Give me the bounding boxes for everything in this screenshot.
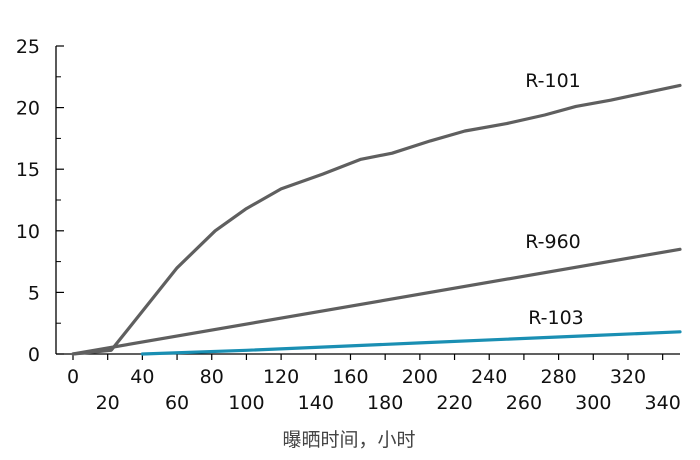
x-axis-title: 曝晒时间，小时 bbox=[282, 429, 415, 451]
series-label-r-960: R-960 bbox=[525, 231, 581, 253]
x-tick-label: 20 bbox=[96, 392, 120, 414]
series-labels: R-101 R-960 R-103 bbox=[525, 70, 584, 329]
x-tick-label: 0 bbox=[67, 366, 79, 388]
series-line-r-960 bbox=[71, 247, 682, 356]
x-tick-label: 240 bbox=[471, 366, 507, 388]
x-tick-label: 220 bbox=[436, 392, 472, 414]
x-tick-label: 300 bbox=[575, 392, 611, 414]
y-tick-label: 0 bbox=[28, 344, 40, 366]
x-tick-label: 80 bbox=[200, 366, 224, 388]
y-tick-label: 15 bbox=[16, 159, 40, 181]
series-line-r-103 bbox=[140, 330, 682, 356]
x-tick-label: 120 bbox=[263, 366, 299, 388]
x-tick-label: 260 bbox=[506, 392, 542, 414]
y-tick-label: 5 bbox=[28, 282, 40, 304]
x-tick-label: 340 bbox=[645, 392, 681, 414]
x-tick-label: 200 bbox=[402, 366, 438, 388]
x-tick-label: 180 bbox=[367, 392, 403, 414]
y-tick-label: 25 bbox=[16, 36, 40, 58]
series-label-r-103: R-103 bbox=[528, 307, 584, 329]
axes: 0 5 10 15 20 25 0 40 80 120 160 200 240 280 320 20 60 100… bbox=[16, 36, 681, 414]
series-line-r-101 bbox=[71, 83, 682, 356]
x-tick-label: 100 bbox=[228, 392, 264, 414]
x-tick-label: 320 bbox=[610, 366, 646, 388]
series-layer bbox=[71, 83, 682, 356]
x-tick-label: 160 bbox=[332, 366, 368, 388]
x-tick-label: 60 bbox=[165, 392, 189, 414]
x-tick-label: 40 bbox=[130, 366, 154, 388]
y-tick-label: 10 bbox=[16, 221, 40, 243]
x-tick-label: 280 bbox=[540, 366, 576, 388]
y-tick-label: 20 bbox=[16, 98, 40, 120]
x-tick-label: 140 bbox=[298, 392, 334, 414]
series-label-r-101: R-101 bbox=[525, 70, 581, 92]
